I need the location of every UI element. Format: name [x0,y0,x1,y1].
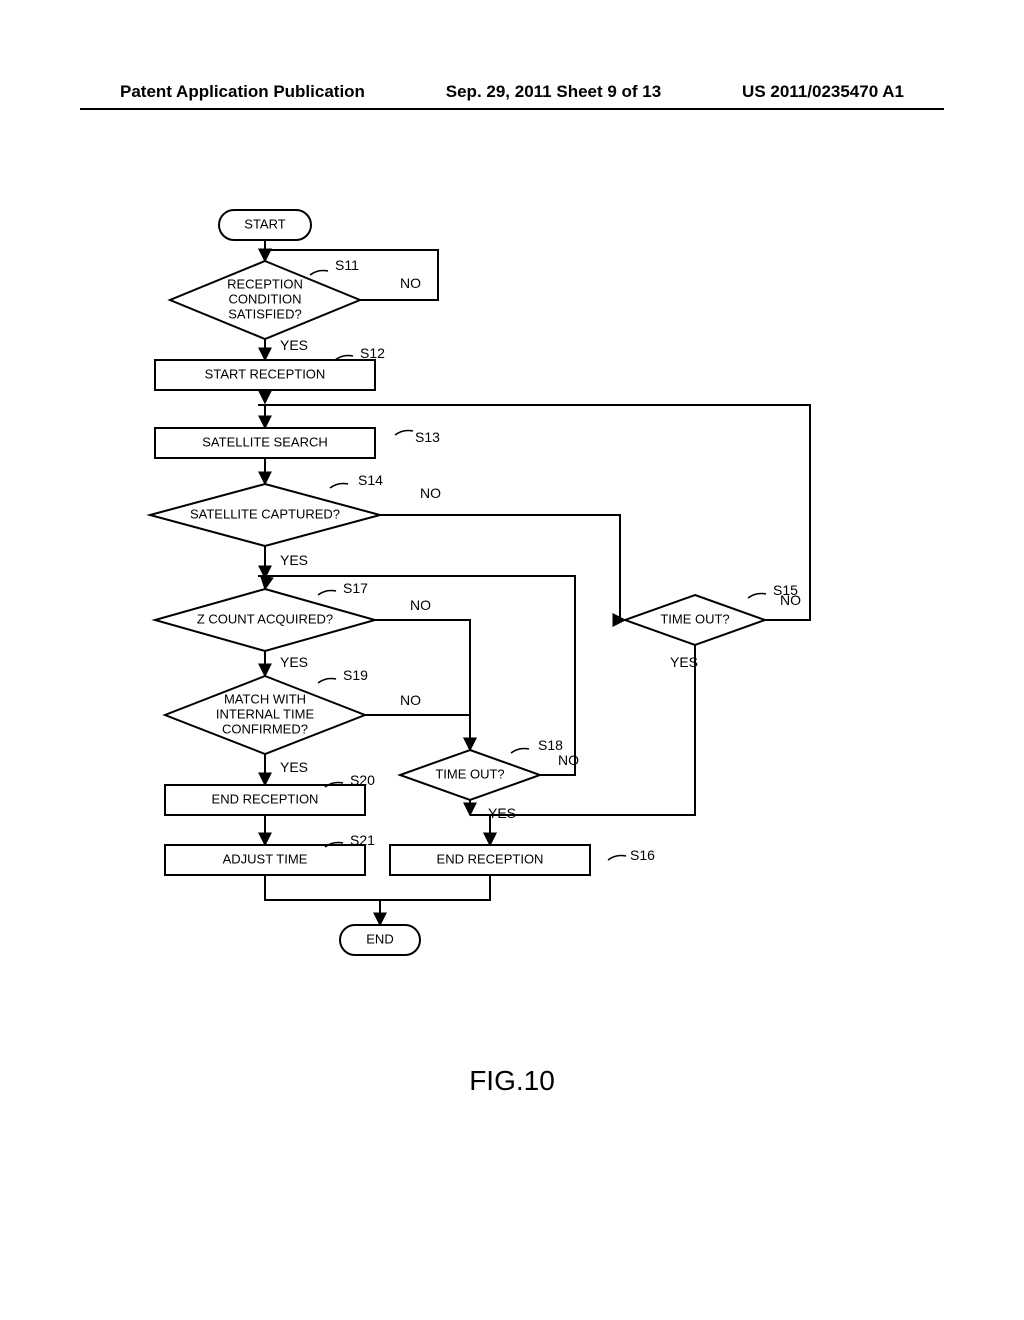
node-end: END [340,925,420,955]
node-s11: RECEPTIONCONDITIONSATISFIED? [170,261,360,339]
svg-text:ADJUST TIME: ADJUST TIME [223,851,308,866]
leader [318,591,336,596]
node-s12: START RECEPTION [155,360,375,390]
svg-text:SATELLITE SEARCH: SATELLITE SEARCH [202,434,327,449]
leader [608,856,626,861]
flowchart-svg: START RECEPTIONCONDITIONSATISFIED? START R… [100,180,920,1000]
edge-label: YES [280,654,308,670]
leader [511,749,529,754]
header-left: Patent Application Publication [120,82,365,102]
svg-text:CONDITION: CONDITION [229,291,302,306]
edge-label: NO [410,597,431,613]
edge-label: YES [280,337,308,353]
header-rule [80,108,944,110]
edge-label: NO [420,485,441,501]
step-label: S11 [335,257,359,273]
step-label: S12 [360,345,385,361]
svg-text:INTERNAL TIME: INTERNAL TIME [216,706,315,721]
step-label: S15 [773,582,798,598]
page: Patent Application Publication Sep. 29, … [0,0,1024,1320]
step-label: S19 [343,667,368,683]
leader [395,431,413,436]
step-label: S20 [350,772,375,788]
svg-text:SATELLITE CAPTURED?: SATELLITE CAPTURED? [190,506,340,521]
edge-label: YES [280,759,308,775]
svg-text:END RECEPTION: END RECEPTION [212,791,319,806]
edge [375,620,470,750]
svg-text:END: END [366,931,393,946]
node-start: START [219,210,311,240]
node-s20: END RECEPTION [165,785,365,815]
svg-text:TIME OUT?: TIME OUT? [435,766,504,781]
step-label: S14 [358,472,383,488]
svg-text:SATISFIED?: SATISFIED? [228,306,301,321]
step-label: S13 [415,429,440,445]
leader [318,679,336,684]
node-s17: Z COUNT ACQUIRED? [155,589,375,651]
svg-text:MATCH WITH: MATCH WITH [224,691,306,706]
step-label: S16 [630,847,655,863]
edge-label: YES [488,805,516,821]
svg-text:CONFIRMED?: CONFIRMED? [222,721,308,736]
node-s19: MATCH WITHINTERNAL TIMECONFIRMED? [165,676,365,754]
edge-label: YES [280,552,308,568]
node-s18: TIME OUT? [400,750,540,800]
node-s13: SATELLITE SEARCH [155,428,375,458]
svg-text:START: START [244,216,285,231]
header-center: Sep. 29, 2011 Sheet 9 of 13 [446,82,661,102]
svg-text:START RECEPTION: START RECEPTION [205,366,326,381]
edge-label: NO [558,752,579,768]
edge-label: NO [400,275,421,291]
svg-text:TIME OUT?: TIME OUT? [660,611,729,626]
step-label: S18 [538,737,563,753]
leader [748,594,766,599]
page-header: Patent Application Publication Sep. 29, … [0,82,1024,102]
node-s16: END RECEPTION [390,845,590,875]
step-label: S21 [350,832,375,848]
node-s15: TIME OUT? [625,595,765,645]
edge [265,875,380,925]
figure-label: FIG.10 [0,1065,1024,1097]
leader [310,271,328,276]
node-s21: ADJUST TIME [165,845,365,875]
edge-label: NO [400,692,421,708]
edge [380,875,490,900]
edge [490,645,695,845]
edge [470,815,490,845]
header-right: US 2011/0235470 A1 [742,82,904,102]
node-s14: SATELLITE CAPTURED? [150,484,380,546]
svg-text:Z COUNT ACQUIRED?: Z COUNT ACQUIRED? [197,611,333,626]
svg-text:END RECEPTION: END RECEPTION [437,851,544,866]
edge [365,715,470,750]
leader [330,484,348,489]
edge-label: YES [670,654,698,670]
svg-text:RECEPTION: RECEPTION [227,276,303,291]
step-label: S17 [343,580,368,596]
